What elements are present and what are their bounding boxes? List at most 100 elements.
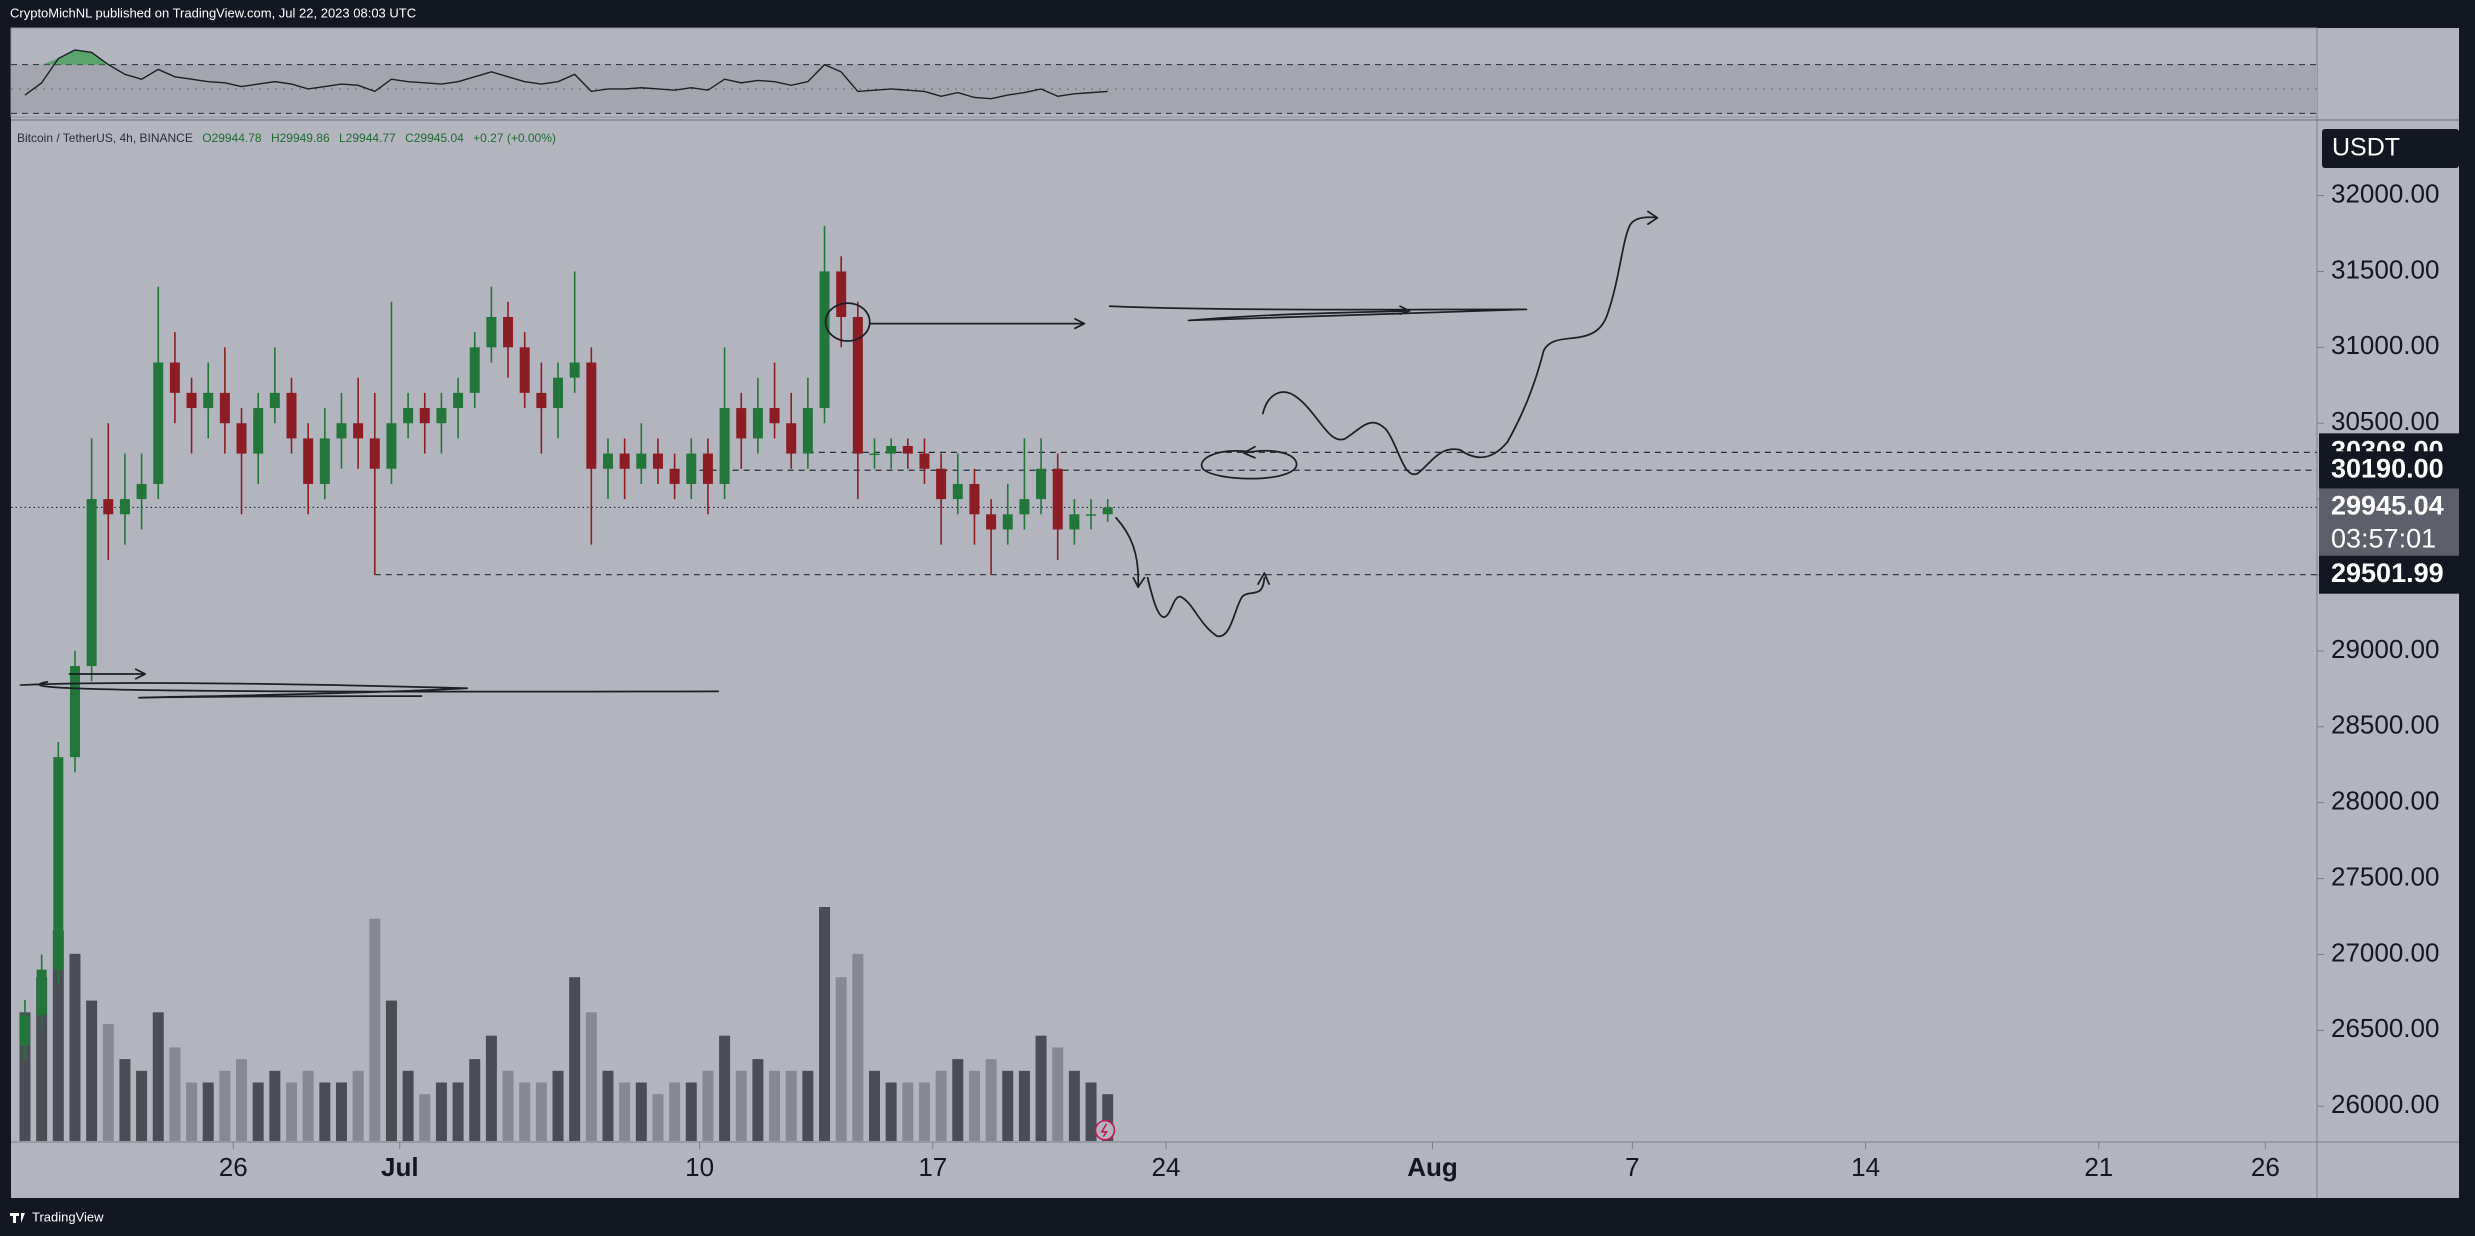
volume-bar: [1002, 1070, 1014, 1141]
volume-bar: [352, 1070, 364, 1141]
drawing-left-range: [19, 668, 720, 699]
candle-body: [403, 408, 414, 424]
volume-bar: [186, 1082, 198, 1141]
candle-body: [1086, 514, 1097, 516]
candle-body: [386, 423, 397, 469]
indicator-line: [24, 49, 1108, 100]
candle-body: [786, 423, 797, 454]
candle-body: [319, 438, 330, 484]
candle-body: [219, 392, 230, 424]
candle-body: [852, 316, 863, 454]
x-tick-label: Jul: [381, 1152, 419, 1182]
y-tick-label: 31500.00: [2331, 254, 2439, 284]
drawing-bullish-path: [1261, 210, 1659, 476]
candle-body: [136, 483, 147, 500]
candle-body: [736, 408, 747, 439]
candle-body: [286, 392, 297, 439]
candle-body: [19, 1015, 30, 1046]
volume-bar: [652, 1094, 664, 1141]
footer: TradingView: [10, 1209, 104, 1224]
y-tick-label: 26000.00: [2331, 1089, 2439, 1119]
candle-body: [686, 453, 697, 484]
candle-body: [1102, 507, 1113, 515]
drawing-range: [1108, 305, 1528, 322]
ohlc-high: H29949.86: [271, 131, 330, 145]
volume-bar: [1035, 1035, 1047, 1141]
candle-body: [253, 408, 264, 454]
volume-bar: [1052, 1047, 1064, 1141]
drawing-bearish-path: [1146, 572, 1270, 638]
candle-body: [936, 468, 947, 500]
candle-body: [769, 408, 780, 424]
footer-logo: [10, 1213, 25, 1223]
volume-bar: [252, 1082, 264, 1141]
candle-body: [952, 483, 963, 500]
candle-body: [1052, 468, 1063, 530]
volume-bar: [918, 1082, 930, 1141]
volume-bar: [419, 1094, 431, 1141]
volume-bar: [19, 1012, 31, 1141]
candle-body: [802, 408, 813, 454]
price-levels: [11, 451, 2317, 576]
volume-bar: [86, 1000, 98, 1141]
candle-body: [586, 362, 597, 469]
candle-body: [836, 271, 847, 317]
candle-body: [436, 408, 447, 424]
candle-body: [569, 362, 580, 378]
volume-bar: [935, 1070, 947, 1141]
volume-bar: [435, 1082, 447, 1141]
volume-bar: [385, 1000, 397, 1141]
candle-body: [86, 499, 97, 667]
volume-bar: [302, 1070, 314, 1141]
currency-badge[interactable]: [2322, 129, 2459, 168]
ohlc-open: O29944.78: [202, 131, 262, 145]
drawing-circle: [824, 302, 871, 342]
symbol: Bitcoin / TetherUS, 4h, BINANCE: [17, 131, 193, 145]
candle-body: [453, 392, 464, 409]
candle-body: [1019, 499, 1030, 515]
volume-bar: [335, 1082, 347, 1141]
candle-body: [869, 453, 880, 456]
volume-bar: [752, 1059, 764, 1141]
volume: [19, 907, 1114, 1141]
volume-bar: [619, 1082, 631, 1141]
x-tick-label: Aug: [1407, 1152, 1458, 1182]
candle-body: [269, 392, 280, 409]
volume-bar: [769, 1070, 781, 1141]
price-label: 30190.00: [2331, 453, 2444, 483]
x-tick-label: 7: [1625, 1152, 1639, 1182]
y-tick-label: 27000.00: [2331, 937, 2439, 967]
volume-bar: [535, 1082, 547, 1141]
candle-body: [369, 438, 380, 469]
ohlc-change: +0.27 (+0.00%): [473, 131, 556, 145]
volume-bar: [902, 1082, 914, 1141]
volume-bar: [1068, 1070, 1080, 1141]
volume-bar: [635, 1082, 647, 1141]
candle-body: [303, 438, 314, 484]
volume-bar: [402, 1070, 414, 1141]
x-tick-label: 26: [2251, 1152, 2280, 1182]
price-label-box: [2319, 451, 2459, 490]
volume-bar: [452, 1082, 464, 1141]
volume-bar: [485, 1035, 497, 1141]
event-icon[interactable]: [1094, 1119, 1116, 1141]
volume-bar: [719, 1035, 731, 1141]
candle-body: [1069, 514, 1080, 530]
y-tick-label: 28000.00: [2331, 786, 2439, 816]
volume-bar: [968, 1070, 980, 1141]
candle-body: [53, 757, 64, 970]
volume-bar: [852, 953, 864, 1141]
volume-bar: [169, 1047, 181, 1141]
drawing-ellipse: [1200, 445, 1298, 480]
candle-body: [186, 392, 197, 409]
volume-bar: [952, 1059, 964, 1141]
volume-bar: [502, 1070, 514, 1141]
candle-body: [969, 483, 980, 515]
currency-label[interactable]: USDT: [2332, 134, 2400, 162]
candle-body: [919, 453, 930, 469]
y-tick-label: 32000.00: [2331, 178, 2439, 208]
candle-body: [236, 423, 247, 454]
volume-bar: [202, 1082, 214, 1141]
candle-body: [752, 408, 763, 439]
